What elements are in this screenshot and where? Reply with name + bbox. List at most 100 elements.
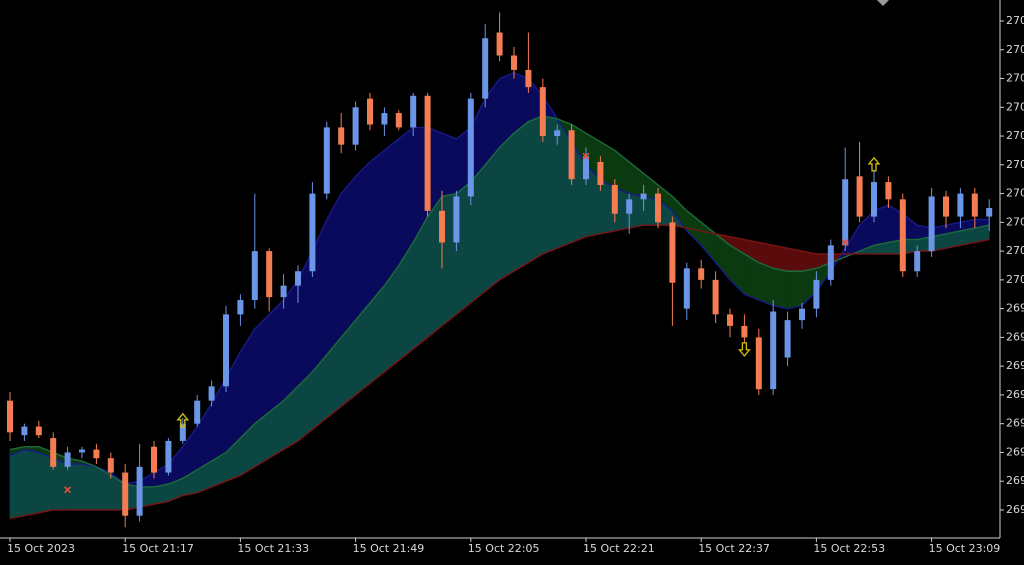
- band-fill: [441, 132, 457, 197]
- candle-body: [885, 182, 892, 200]
- y-tick-label: 269: [1006, 417, 1024, 430]
- candle-body: [381, 113, 388, 125]
- candle-body: [842, 179, 849, 246]
- candle-body: [770, 311, 777, 390]
- candle-body: [7, 400, 13, 433]
- candle-body: [986, 207, 993, 217]
- y-tick-label: 269: [1006, 359, 1024, 372]
- y-tick-label: 270: [1006, 244, 1024, 257]
- candle-body: [223, 314, 229, 387]
- y-tick-label: 270: [1006, 14, 1024, 27]
- candle-body: [899, 199, 906, 272]
- x-tick-label: 15 Oct 21:33: [237, 542, 309, 555]
- candle-body: [928, 196, 935, 252]
- candle-body: [280, 285, 287, 298]
- band-lines: [9, 72, 990, 520]
- candle-body: [640, 193, 647, 200]
- candle-body: [107, 458, 114, 473]
- band-fill: [484, 146, 500, 292]
- band-fill: [355, 161, 371, 321]
- y-tick-label: 270: [1006, 43, 1024, 56]
- y-tick-label: 270: [1006, 215, 1024, 228]
- band-fill: [9, 446, 25, 519]
- band-fill: [787, 247, 803, 272]
- y-tick-label: 270: [1006, 129, 1024, 142]
- candle-body: [813, 279, 820, 309]
- x-tick-label: 15 Oct 22:37: [698, 542, 770, 555]
- exit-mark: [582, 152, 590, 160]
- candle-body: [784, 320, 791, 358]
- candle-body: [136, 466, 143, 516]
- x-tick-label: 15 Oct 22:53: [813, 542, 885, 555]
- candles: [7, 12, 993, 528]
- candle-body: [626, 199, 633, 214]
- y-tick-label: 269: [1006, 474, 1024, 487]
- candle-body: [856, 176, 863, 217]
- candle-body: [539, 87, 546, 137]
- candle-body: [50, 438, 57, 467]
- candle-body: [151, 446, 157, 473]
- band-fill: [24, 446, 40, 517]
- band-line: [9, 115, 990, 488]
- candle-body: [712, 279, 719, 315]
- candle-body: [93, 449, 100, 459]
- x-tick-label: 15 Oct 21:49: [353, 542, 425, 555]
- band-fill: [499, 132, 515, 281]
- band-fill: [758, 262, 774, 307]
- x-tick-label: 15 Oct 22:05: [468, 542, 540, 555]
- y-tick-label: 270: [1006, 273, 1024, 286]
- candle-body: [79, 449, 85, 453]
- band-fill: [326, 192, 342, 356]
- band-line: [9, 224, 990, 520]
- candle-body: [611, 184, 618, 214]
- candle-body: [741, 325, 748, 338]
- candle-body: [295, 271, 301, 286]
- candle-body: [194, 400, 201, 424]
- candle-body: [683, 268, 690, 309]
- candle-body: [338, 127, 345, 145]
- candle-body: [309, 193, 316, 272]
- candle-body: [799, 308, 805, 321]
- candle-body: [698, 268, 705, 280]
- chart-shift-marker[interactable]: [877, 0, 889, 6]
- candle-body: [971, 193, 978, 217]
- candle-body: [511, 55, 517, 70]
- candle-body: [482, 38, 489, 99]
- sell-arrow: [738, 342, 751, 357]
- candle-body: [727, 314, 733, 326]
- y-tick-label: 270: [1006, 158, 1024, 171]
- y-tick-label: 270: [1006, 72, 1024, 85]
- candle-body: [35, 426, 42, 436]
- candle-body: [367, 98, 373, 125]
- band-fill: [81, 460, 97, 511]
- x-tick-label: 15 Oct 21:17: [122, 542, 194, 555]
- band-fill: [542, 115, 558, 255]
- candle-body: [467, 98, 474, 197]
- band-fill: [268, 299, 284, 413]
- x-tick-label: 15 Oct 2023: [7, 542, 75, 555]
- y-tick-label: 269: [1006, 330, 1024, 343]
- candle-body: [655, 193, 661, 223]
- y-tick-label: 269: [1006, 302, 1024, 315]
- candle-body: [323, 127, 330, 194]
- candle-body: [827, 245, 834, 280]
- band-fill: [513, 121, 529, 272]
- buy-arrow: [176, 412, 190, 428]
- candle-body: [453, 196, 460, 243]
- candle-body: [597, 161, 604, 185]
- candle-body: [352, 107, 359, 145]
- candle-body: [871, 182, 877, 217]
- candle-body: [251, 251, 258, 301]
- exit-mark: [841, 238, 849, 247]
- band-fill: [528, 115, 544, 264]
- candle-body: [439, 210, 445, 243]
- candle-body: [914, 251, 921, 272]
- candle-body: [669, 222, 676, 283]
- candle-body: [410, 95, 417, 128]
- signals: [64, 152, 881, 494]
- candle-body: [525, 69, 532, 88]
- candle-body: [122, 472, 129, 516]
- exit-mark: [64, 486, 72, 494]
